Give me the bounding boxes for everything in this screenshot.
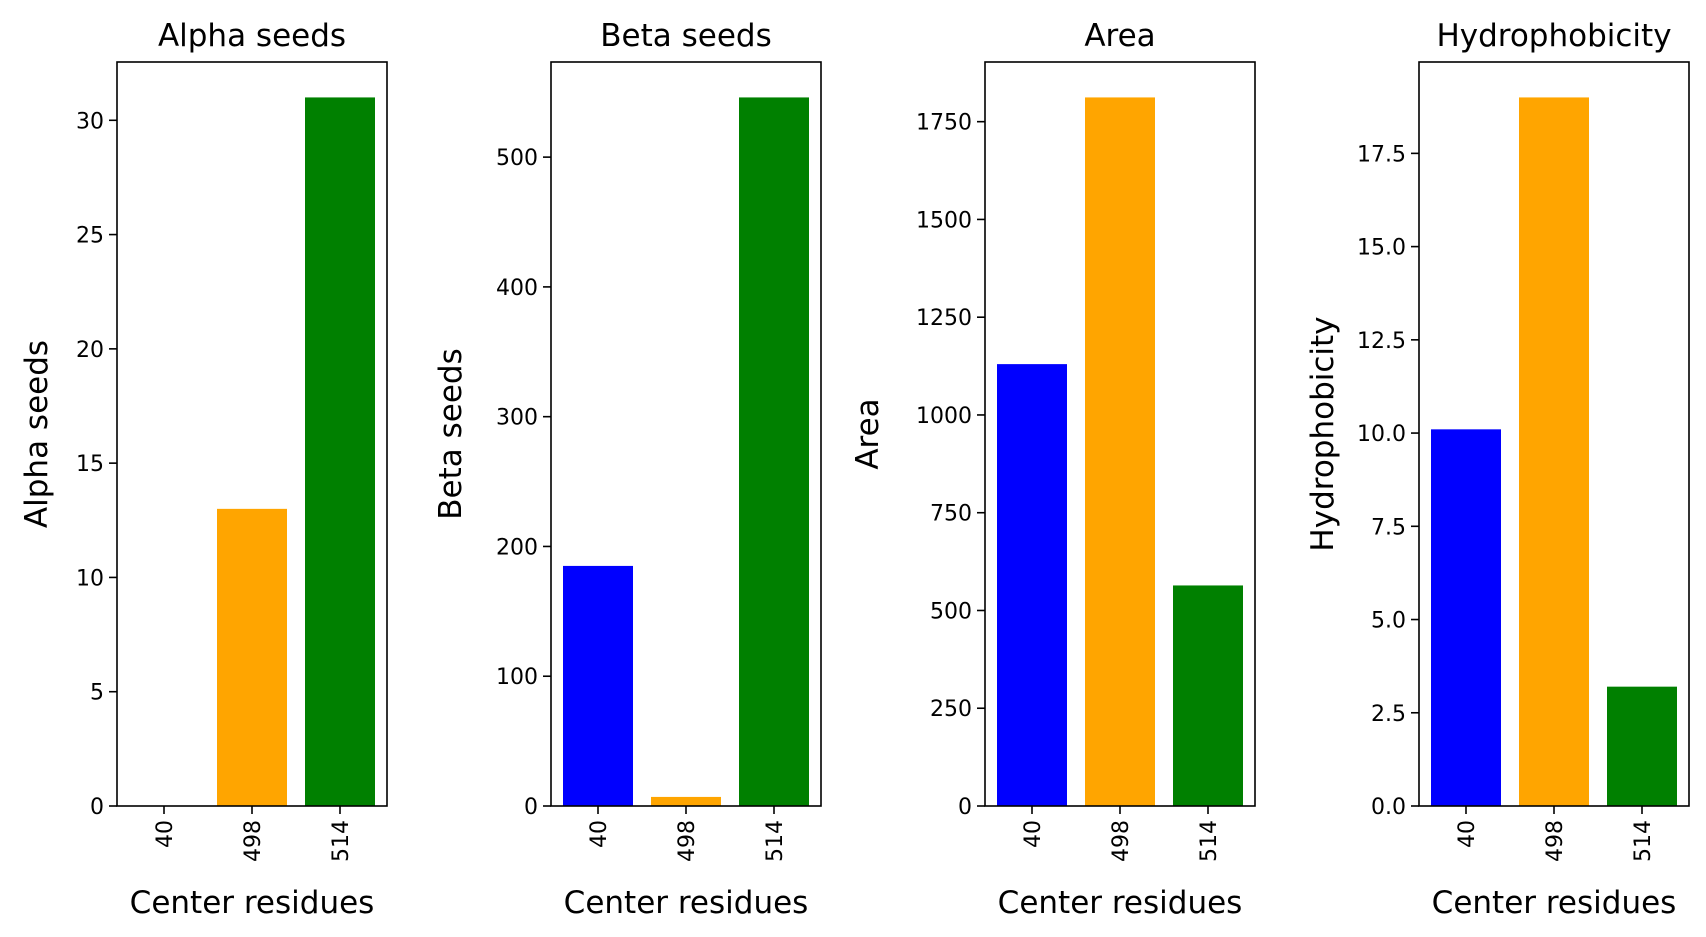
y-tick-label: 2.5: [1371, 702, 1406, 727]
x-tick-label: 514: [763, 820, 788, 862]
y-axis-label: Area: [850, 398, 886, 469]
x-tick-label: 514: [329, 820, 354, 862]
bar: [1085, 97, 1155, 806]
x-tick-label: 40: [153, 820, 178, 848]
x-axis-label: Center residues: [1432, 885, 1677, 921]
y-tick-label: 0: [958, 795, 972, 820]
y-tick-label: 12.5: [1357, 329, 1406, 354]
y-tick-label: 300: [496, 406, 538, 431]
chart-title: Area: [1084, 18, 1155, 54]
y-tick-label: 5.0: [1371, 609, 1406, 634]
y-tick-label: 20: [76, 338, 104, 363]
chart-panel: 0.0 2.5 5.0 7.5 10.0 12.5 15.0 17.5 40 498 514 Hydr…: [1305, 18, 1690, 921]
chart-panel: 0 100 200 300 400 500 40 498 514 Beta seeds Center…: [433, 18, 822, 921]
y-tick-label: 1000: [916, 404, 972, 429]
x-tick-label: 498: [1543, 820, 1568, 862]
y-tick-label: 750: [930, 502, 972, 527]
y-tick-label: 25: [76, 224, 104, 249]
x-axis-label: Center residues: [998, 885, 1243, 921]
y-tick-label: 0: [524, 795, 538, 820]
bar: [1519, 97, 1589, 806]
bar: [997, 364, 1067, 806]
y-tick-label: 10: [76, 566, 104, 591]
y-axis-label: Beta seeds: [433, 348, 469, 519]
x-tick-label: 40: [1455, 820, 1480, 848]
y-tick-label: 10.0: [1357, 422, 1406, 447]
chart-title: Hydrophobicity: [1436, 18, 1671, 54]
chart-panel: 0 250 500 750 1000 1250 1500 1750 40 498 514 Area Ce…: [850, 18, 1256, 921]
x-tick-label: 498: [241, 820, 266, 862]
y-tick-label: 15: [76, 452, 104, 477]
y-tick-label: 100: [496, 665, 538, 690]
bar: [651, 796, 721, 806]
chart-panel: 0 5 10 15 20 25 30 40 498 514 Alpha seeds Center re…: [19, 18, 388, 921]
y-tick-label: 500: [496, 146, 538, 171]
bar: [217, 508, 287, 806]
x-tick-label: 498: [1109, 820, 1134, 862]
chart-title: Beta seeds: [600, 18, 771, 54]
y-tick-label: 30: [76, 109, 104, 134]
bar: [1607, 686, 1677, 806]
y-tick-label: 1250: [916, 306, 972, 331]
y-tick-label: 0: [90, 795, 104, 820]
y-tick-label: 7.5: [1371, 515, 1406, 540]
y-tick-label: 0.0: [1371, 795, 1406, 820]
x-tick-label: 514: [1631, 820, 1656, 862]
x-axis-label: Center residues: [130, 885, 375, 921]
y-tick-label: 1500: [916, 208, 972, 233]
y-tick-label: 15.0: [1357, 236, 1406, 261]
bar: [739, 97, 809, 806]
x-tick-label: 498: [675, 820, 700, 862]
bar: [1431, 429, 1501, 806]
y-tick-label: 17.5: [1357, 142, 1406, 167]
y-tick-label: 400: [496, 276, 538, 301]
y-tick-label: 500: [930, 599, 972, 624]
x-axis-label: Center residues: [564, 885, 809, 921]
x-tick-label: 40: [1021, 820, 1046, 848]
y-tick-label: 5: [90, 681, 104, 706]
y-tick-label: 250: [930, 697, 972, 722]
bar: [563, 565, 633, 806]
chart-title: Alpha seeds: [158, 18, 346, 54]
x-tick-label: 40: [587, 820, 612, 848]
y-tick-label: 200: [496, 535, 538, 560]
y-axis-label: Hydrophobicity: [1305, 316, 1341, 551]
bar: [1173, 585, 1243, 806]
y-axis-label: Alpha seeds: [19, 340, 55, 528]
bar: [305, 97, 375, 806]
x-tick-label: 514: [1197, 820, 1222, 862]
y-tick-label: 1750: [916, 111, 972, 136]
